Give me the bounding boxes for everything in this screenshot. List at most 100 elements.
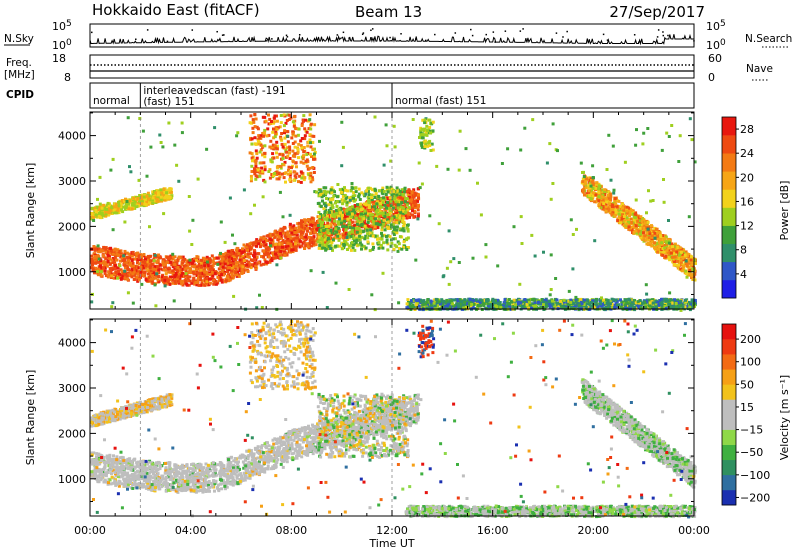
x-tick-label: 00:00 <box>74 524 106 537</box>
colorbar-tick-label: 4 <box>740 268 747 281</box>
nsearch-point <box>471 34 474 37</box>
nsearch-point <box>454 32 457 34</box>
colorbar-swatch <box>722 354 736 370</box>
colorbar-swatch <box>722 279 736 299</box>
nsky-label: N.Sky <box>4 33 34 45</box>
colorbar-swatch <box>722 171 736 190</box>
nsearch-point <box>494 41 496 43</box>
freq-panel-frame <box>89 54 695 79</box>
freq-tick-bottom: 8 <box>64 71 71 84</box>
nave-label: Nave <box>746 63 773 75</box>
colorbar-swatch <box>722 429 736 445</box>
colorbar-swatch <box>722 225 736 244</box>
cpid-segment-label: normal <box>93 95 130 107</box>
beam-label: Beam 13 <box>355 3 422 21</box>
nsearch-point <box>657 29 660 31</box>
nsearch-point <box>371 28 374 30</box>
nsky-panel-frame <box>89 23 695 48</box>
nsearch-point <box>662 34 665 37</box>
x-tick-label: 12:00 <box>376 524 408 537</box>
colorbar-swatch <box>722 399 736 415</box>
nsearch-point <box>221 34 224 36</box>
x-tick-label: 00:00 <box>678 524 710 537</box>
nsearch-point <box>555 32 558 34</box>
y-tick-label: 3000 <box>58 382 86 395</box>
colorbar-swatch <box>722 117 736 136</box>
nsearch-point <box>285 34 288 37</box>
x-tick-label: 20:00 <box>577 524 609 537</box>
colorbar-tick-label: −50 <box>740 446 763 459</box>
nsearch-point <box>562 36 564 38</box>
y-tick-label: 2000 <box>58 220 86 233</box>
power-y-axis-label: Slant Range [km] <box>24 163 37 259</box>
nsearch-point <box>146 29 149 31</box>
colorbar-swatch <box>722 369 736 385</box>
nsearch-point <box>566 30 568 33</box>
nsky-tick-bottom-left: 100 <box>52 38 72 52</box>
nsearch-point <box>492 31 495 33</box>
colorbar-tick-label: −200 <box>740 491 770 504</box>
nsearch-point <box>693 40 695 42</box>
colorbar-tick-label: 200 <box>740 333 761 346</box>
colorbar-swatch <box>722 414 736 430</box>
nsearch-point <box>522 28 524 30</box>
x-axis-label: Time UT <box>368 537 414 550</box>
nsearch-point <box>336 34 339 36</box>
cpid-label: CPID <box>6 89 34 101</box>
nsearch-point <box>342 31 345 34</box>
nsky-tick-bottom-right: 100 <box>706 38 726 52</box>
velocity-heatmap-cells <box>90 319 697 519</box>
x-tick-label: 08:00 <box>275 524 307 537</box>
nsky-tick-top-right: 105 <box>706 19 726 33</box>
colorbar-tick-label: 100 <box>740 356 761 369</box>
nsearch-point <box>166 40 169 43</box>
nsearch-point <box>434 33 436 36</box>
colorbar-tick-label: 16 <box>740 195 754 208</box>
nsearch-point <box>504 30 507 32</box>
nsearch-point <box>606 39 609 41</box>
x-tick-label: 04:00 <box>175 524 207 537</box>
y-tick-label: 3000 <box>58 175 86 188</box>
nsearch-point <box>400 33 402 35</box>
cpid-segment-label: interleavedscan (fast) -191 <box>143 85 285 97</box>
nave-tick-bottom: 0 <box>708 71 715 84</box>
nsearch-point <box>265 40 267 42</box>
nsearch-point <box>470 28 472 31</box>
velocity-y-axis-label: Slant Range [km] <box>24 370 37 466</box>
colorbar-swatch <box>722 339 736 355</box>
nsearch-point <box>216 30 218 33</box>
colorbar-swatch <box>722 243 736 263</box>
colorbar-swatch <box>722 207 736 226</box>
colorbar-tick-label: −100 <box>740 469 770 482</box>
colorbar-swatch <box>722 135 736 154</box>
nsearch-point <box>370 29 372 32</box>
power-colorbar-label: Power [dB] <box>778 181 791 241</box>
date-label: 27/Sep/2017 <box>609 3 705 21</box>
nsearch-point <box>662 31 664 33</box>
velocity-colorbar-frame <box>721 323 737 506</box>
colorbar-tick-label: 28 <box>740 123 754 136</box>
colorbar-swatch <box>722 324 736 340</box>
plot-title: Hokkaido East (fitACF) <box>92 1 260 19</box>
nsearch-point <box>485 33 488 36</box>
nsearch-point <box>638 41 640 44</box>
nsearch-point <box>656 36 659 38</box>
x-tick-label: 16:00 <box>477 524 509 537</box>
nsearch-label: N.Search <box>745 33 792 45</box>
colorbar-swatch <box>722 489 736 506</box>
colorbar-tick-label: 24 <box>740 147 754 160</box>
nsearch-point <box>519 30 522 32</box>
nsky-trace <box>89 33 694 46</box>
y-tick-label: 4000 <box>58 130 86 143</box>
colorbar-tick-label: 12 <box>740 220 754 233</box>
colorbar-swatch <box>722 474 736 491</box>
nsky-tick-top-left: 105 <box>52 19 72 33</box>
freq-unit-label: [MHz] <box>4 69 35 81</box>
nave-tick-top: 60 <box>708 52 722 65</box>
nsearch-point <box>362 32 365 34</box>
nsearch-point <box>361 33 364 36</box>
colorbar-swatch <box>722 459 736 476</box>
nsearch-point <box>602 33 605 36</box>
freq-label: Freq. <box>6 57 32 69</box>
